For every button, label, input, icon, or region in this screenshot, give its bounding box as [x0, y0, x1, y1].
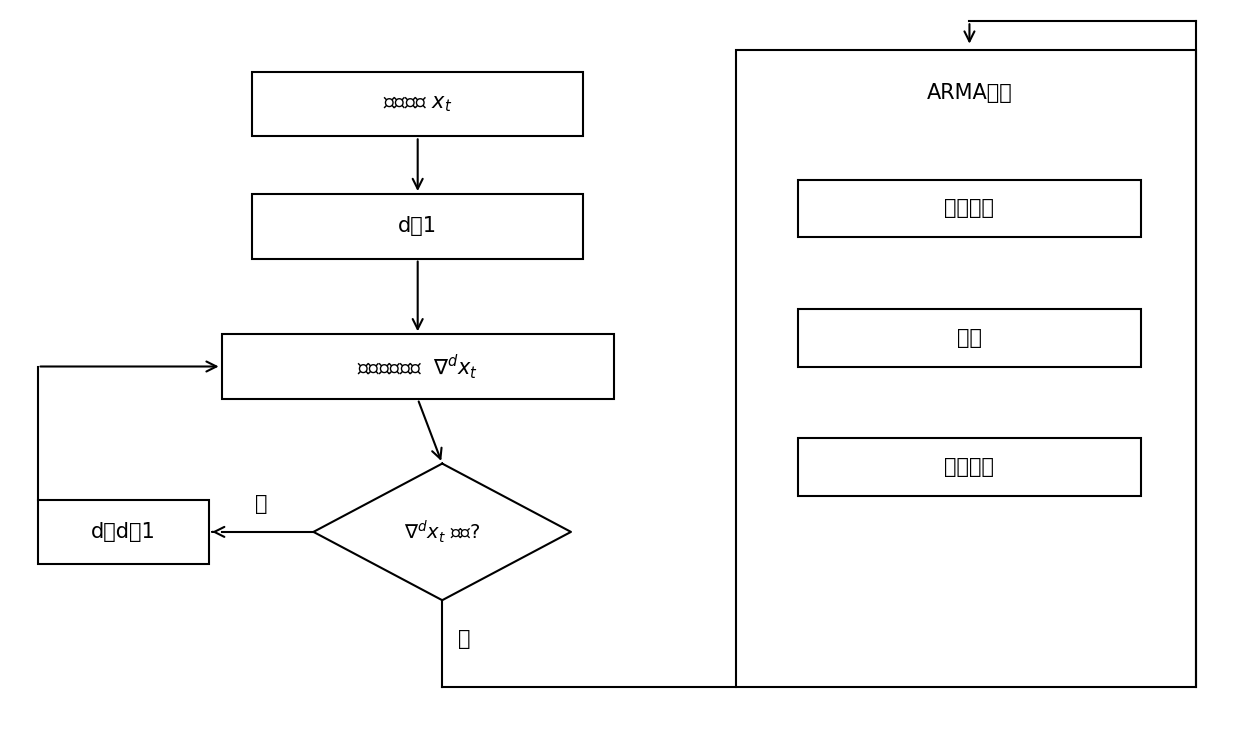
- Text: 遥测数据 $x_t$: 遥测数据 $x_t$: [383, 94, 453, 114]
- Text: 拟合检验: 拟合检验: [945, 457, 994, 477]
- FancyBboxPatch shape: [37, 499, 210, 564]
- FancyBboxPatch shape: [252, 72, 583, 136]
- FancyBboxPatch shape: [797, 438, 1141, 496]
- Polygon shape: [314, 463, 570, 600]
- Text: d＝1: d＝1: [398, 216, 438, 236]
- FancyBboxPatch shape: [797, 309, 1141, 366]
- Text: 定阶: 定阶: [957, 328, 982, 347]
- FancyBboxPatch shape: [797, 180, 1141, 237]
- Text: 否: 否: [255, 494, 268, 514]
- FancyBboxPatch shape: [252, 194, 583, 259]
- Text: 计算差分序列  $\nabla^d x_t$: 计算差分序列 $\nabla^d x_t$: [357, 352, 479, 381]
- Text: 参数估计: 参数估计: [945, 199, 994, 218]
- Text: d＝d＋1: d＝d＋1: [91, 522, 156, 542]
- Text: ARMA模型: ARMA模型: [926, 84, 1012, 103]
- Text: $\nabla^d x_t$ 平稳?: $\nabla^d x_t$ 平稳?: [404, 519, 481, 545]
- FancyBboxPatch shape: [222, 334, 614, 399]
- FancyBboxPatch shape: [737, 50, 1197, 687]
- Text: 是: 是: [458, 629, 470, 649]
